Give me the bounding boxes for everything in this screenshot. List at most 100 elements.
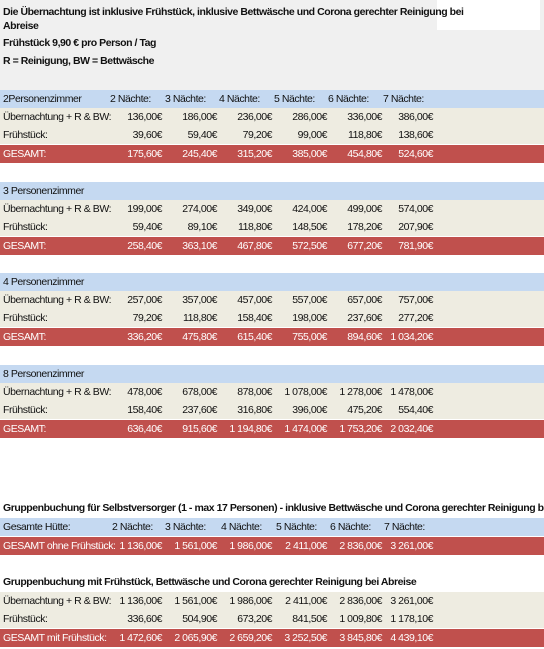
row: 8 Personenzimmer xyxy=(0,365,544,383)
cell: 336,60€ xyxy=(127,613,162,625)
cell: 1 278,00€ xyxy=(339,386,382,398)
cell: 175,60€ xyxy=(127,148,162,160)
cell: 316,80€ xyxy=(237,404,272,416)
cell: 3 845,80€ xyxy=(339,632,382,644)
cell: 357,00€ xyxy=(182,294,217,306)
cell: 198,00€ xyxy=(292,312,327,324)
row: Frühstück: 79,20€ 118,80€ 158,40€ 198,00€ 237… xyxy=(0,309,544,327)
row: 4 Personenzimmer xyxy=(0,273,544,291)
cell: 424,00€ xyxy=(292,203,327,215)
cell: 158,40€ xyxy=(127,404,162,416)
cell: 79,20€ xyxy=(242,129,273,141)
row: Übernachtung + R & BW: 478,00€ 678,00€ 878,… xyxy=(0,383,544,401)
cell: 277,20€ xyxy=(398,312,433,324)
column-header: 5 Nächte: xyxy=(274,93,315,105)
cell: 3 261,00€ xyxy=(390,540,433,552)
cell: 245,40€ xyxy=(182,148,217,160)
cell: 3 261,00€ xyxy=(390,595,433,607)
cell: 136,00€ xyxy=(127,111,162,123)
cell: 396,00€ xyxy=(292,404,327,416)
cell: 79,20€ xyxy=(132,312,163,324)
row: Frühstück: 59,40€ 89,10€ 118,80€ 148,50€ 178,… xyxy=(0,218,544,236)
cell: 257,00€ xyxy=(127,294,162,306)
cell: 841,50€ xyxy=(292,613,327,625)
cell: 1 986,00€ xyxy=(229,595,272,607)
column-header: 7 Nächte: xyxy=(384,521,425,533)
cell: 1 078,00€ xyxy=(284,386,327,398)
cell: 1 178,10€ xyxy=(390,613,433,625)
cell: 2 411,00€ xyxy=(285,540,327,552)
column-header: 6 Nächte: xyxy=(328,93,369,105)
row: GESAMT mit Frühstück: 1 472,60€ 2 065,90€ 2… xyxy=(0,629,544,647)
cell: 385,00€ xyxy=(292,148,327,160)
cell: 178,20€ xyxy=(347,221,382,233)
cell: 554,40€ xyxy=(398,404,433,416)
cell: 237,60€ xyxy=(182,404,217,416)
column-header: 3 Nächte: xyxy=(165,521,206,533)
row: Übernachtung + R & BW: 1 136,00€ 1 561,00€… xyxy=(0,592,544,610)
row: GESAMT: 258,40€ 363,10€ 467,80€ 572,50€ 677,2… xyxy=(0,237,544,255)
row: GESAMT: 175,60€ 245,40€ 315,20€ 385,00€ 454,8… xyxy=(0,145,544,163)
cell: 1 136,00€ xyxy=(119,595,162,607)
cell: 2 659,20€ xyxy=(229,632,272,644)
column-header: 2 Nächte: xyxy=(110,93,151,105)
row-label: Frühstück: xyxy=(3,312,48,324)
row: Frühstück: 39,60€ 59,40€ 79,20€ 99,00€ 118,80… xyxy=(0,126,544,144)
cell: 2 411,00€ xyxy=(285,595,327,607)
cell: 336,00€ xyxy=(347,111,382,123)
row: 3 Personenzimmer xyxy=(0,182,544,200)
row: Frühstück: 158,40€ 237,60€ 316,80€ 396,00€ 47… xyxy=(0,401,544,419)
cell: 557,00€ xyxy=(292,294,327,306)
row-label: GESAMT: xyxy=(3,331,46,343)
cell: 1 753,20€ xyxy=(339,423,382,435)
cell: 574,00€ xyxy=(398,203,433,215)
row: Übernachtung + R & BW: 257,00€ 357,00€ 457,… xyxy=(0,291,544,309)
header-box xyxy=(437,0,540,30)
cell: 349,00€ xyxy=(237,203,272,215)
column-header: 7 Nächte: xyxy=(383,93,424,105)
cell: 89,10€ xyxy=(187,221,218,233)
column-header: 5 Nächte: xyxy=(276,521,317,533)
cell: 2 065,90€ xyxy=(174,632,217,644)
group-title: Gruppenbuchung mit Frühstück, Bettwäsche… xyxy=(3,576,417,588)
cell: 1 561,00€ xyxy=(174,540,217,552)
row: GESAMT: 636,40€ 915,60€ 1 194,80€ 1 474,00€ 1… xyxy=(0,420,544,438)
cell: 4 439,10€ xyxy=(390,632,433,644)
cell: 148,50€ xyxy=(292,221,327,233)
cell: 1 561,00€ xyxy=(174,595,217,607)
cell: 186,00€ xyxy=(182,111,217,123)
section-title: 4 Personenzimmer xyxy=(3,276,84,288)
cell: 1 136,00€ xyxy=(119,540,162,552)
cell: 504,90€ xyxy=(182,613,217,625)
cell: 636,40€ xyxy=(127,423,162,435)
cell: 454,80€ xyxy=(347,148,382,160)
cell: 757,00€ xyxy=(398,294,433,306)
cell: 499,00€ xyxy=(347,203,382,215)
row: Übernachtung + R & BW: 136,00€ 186,00€ 236,… xyxy=(0,108,544,126)
cell: 1 009,80€ xyxy=(339,613,382,625)
header-line: Frühstück 9,90 € pro Person / Tag xyxy=(3,37,157,49)
row-label: Übernachtung + R & BW: xyxy=(3,595,112,607)
row: GESAMT: 336,20€ 475,80€ 615,40€ 755,00€ 894,6… xyxy=(0,328,544,346)
cell: 207,90€ xyxy=(398,221,433,233)
cell: 1 194,80€ xyxy=(229,423,272,435)
cell: 755,00€ xyxy=(292,331,327,343)
cell: 386,00€ xyxy=(398,111,433,123)
cell: 336,20€ xyxy=(127,331,162,343)
row-label: Frühstück: xyxy=(3,129,48,141)
column-header: 4 Nächte: xyxy=(219,93,260,105)
row: Frühstück: 336,60€ 504,90€ 673,20€ 841,50€ 1 … xyxy=(0,610,544,628)
section-title: 8 Personenzimmer xyxy=(3,368,84,380)
cell: 657,00€ xyxy=(347,294,382,306)
cell: 1 474,00€ xyxy=(284,423,327,435)
cell: 118,80€ xyxy=(347,129,382,141)
cell: 39,60€ xyxy=(132,129,163,141)
cell: 315,20€ xyxy=(237,148,272,160)
cell: 878,00€ xyxy=(237,386,272,398)
cell: 915,60€ xyxy=(182,423,217,435)
cell: 1 034,20€ xyxy=(390,331,433,343)
cell: 59,40€ xyxy=(187,129,218,141)
cell: 99,00€ xyxy=(297,129,328,141)
cell: 138,60€ xyxy=(398,129,433,141)
